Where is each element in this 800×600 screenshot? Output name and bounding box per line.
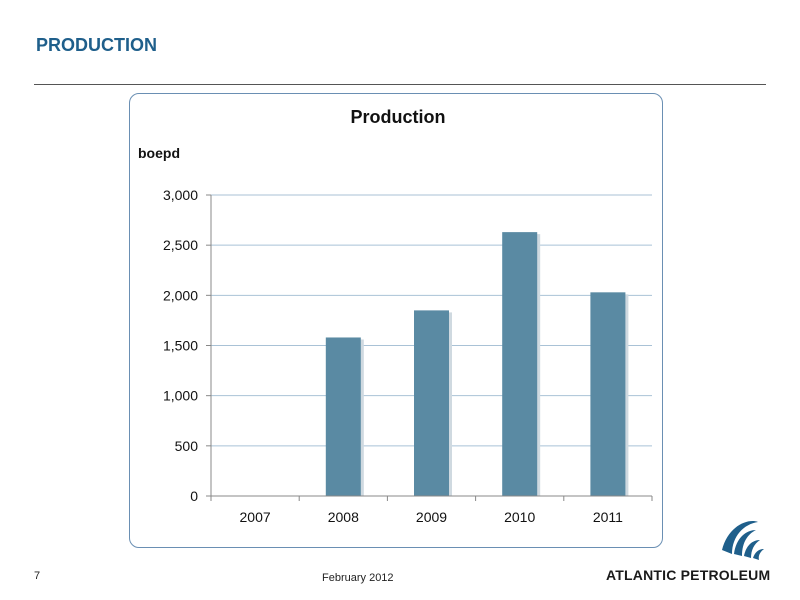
footer-date: February 2012 (322, 572, 394, 584)
x-tick-label: 2009 (416, 509, 447, 525)
y-tick-label: 2,500 (163, 237, 198, 253)
y-axis-label: boepd (138, 145, 180, 161)
chart-title: Production (351, 107, 446, 127)
y-tick-label: 0 (190, 488, 198, 504)
logo-text: ATLANTIC PETROLEUM (606, 567, 771, 583)
bar (590, 292, 626, 496)
y-tick-label: 3,000 (163, 187, 198, 203)
company-logo: ATLANTIC PETROLEUM (606, 516, 772, 586)
y-tick-label: 1,000 (163, 388, 198, 404)
y-tick-label: 1,500 (163, 338, 198, 354)
bar (502, 232, 538, 496)
slide-title: PRODUCTION (36, 35, 157, 55)
production-chart: Production boepd 0 500 1,000 1,500 2,000 2,50… (138, 107, 653, 525)
page-number: 7 (34, 570, 41, 582)
wave-swoosh-icon (722, 521, 764, 560)
title-divider (34, 84, 766, 85)
y-tick-label: 2,000 (163, 287, 198, 303)
bar (414, 310, 449, 496)
chart-frame: Production boepd 0 500 1,000 1,500 2,000 2,50… (129, 93, 663, 548)
x-tick-label: 2010 (504, 509, 535, 525)
x-axis-ticks: 2007 2008 2009 2010 2011 (240, 496, 653, 525)
y-tick-label: 500 (175, 438, 199, 454)
x-tick-label: 2007 (240, 509, 271, 525)
y-axis-ticks: 0 500 1,000 1,500 2,000 2,500 3,000 (163, 187, 211, 504)
axes (206, 195, 652, 501)
bars (325, 232, 629, 496)
x-tick-label: 2011 (593, 509, 623, 525)
bar (325, 337, 361, 496)
x-tick-label: 2008 (328, 509, 359, 525)
